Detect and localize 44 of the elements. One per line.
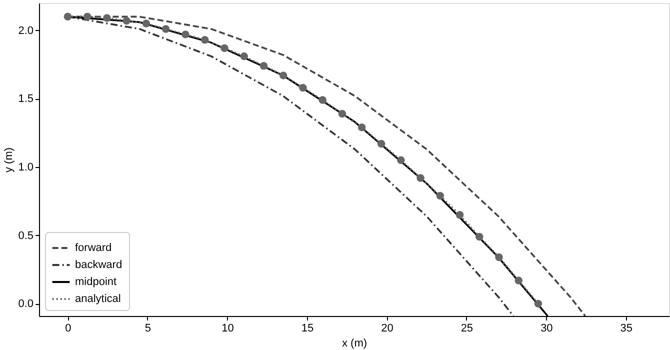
point (416, 174, 424, 182)
point (201, 36, 209, 44)
point (103, 14, 111, 22)
x-tick-label: 20 (381, 322, 394, 334)
legend-label: analytical (75, 293, 121, 305)
point (475, 232, 484, 241)
y-tick-label: 0.0 (18, 298, 34, 310)
point (162, 25, 170, 33)
x-tick-label: 15 (301, 322, 314, 334)
x-axis-title: x (m) (342, 338, 368, 350)
point (514, 276, 522, 284)
x-tick-label: 5 (144, 322, 152, 334)
y-tick-label: 1.5 (18, 93, 34, 106)
point (299, 84, 307, 92)
y-tick-label: 0.5 (18, 230, 34, 242)
point (338, 110, 346, 118)
y-tick-label: 1.0 (18, 162, 34, 174)
point (377, 140, 386, 148)
point (260, 62, 268, 70)
point (220, 44, 228, 52)
point (240, 52, 248, 60)
point (318, 96, 326, 104)
y-tick-label: 2.0 (18, 24, 34, 37)
x-tick-label: 0 (65, 322, 72, 334)
point (358, 124, 366, 132)
x-tick-label: 25 (460, 322, 474, 334)
point (64, 12, 72, 21)
point (436, 192, 444, 200)
legend-label: midpoint (75, 276, 117, 288)
legend-label: forward (75, 242, 112, 254)
x-tick-label: 10 (222, 322, 234, 334)
point (456, 210, 464, 219)
point (142, 20, 150, 28)
y-axis-title: y (m) (3, 147, 16, 173)
point (279, 72, 288, 80)
x-tick-label: 35 (620, 322, 633, 334)
point (182, 30, 190, 38)
point (122, 16, 130, 25)
legend-label: backward (75, 259, 122, 271)
point (83, 12, 92, 21)
point (495, 253, 503, 262)
point (534, 300, 542, 308)
point (397, 156, 405, 164)
x-tick-label: 30 (540, 322, 553, 334)
